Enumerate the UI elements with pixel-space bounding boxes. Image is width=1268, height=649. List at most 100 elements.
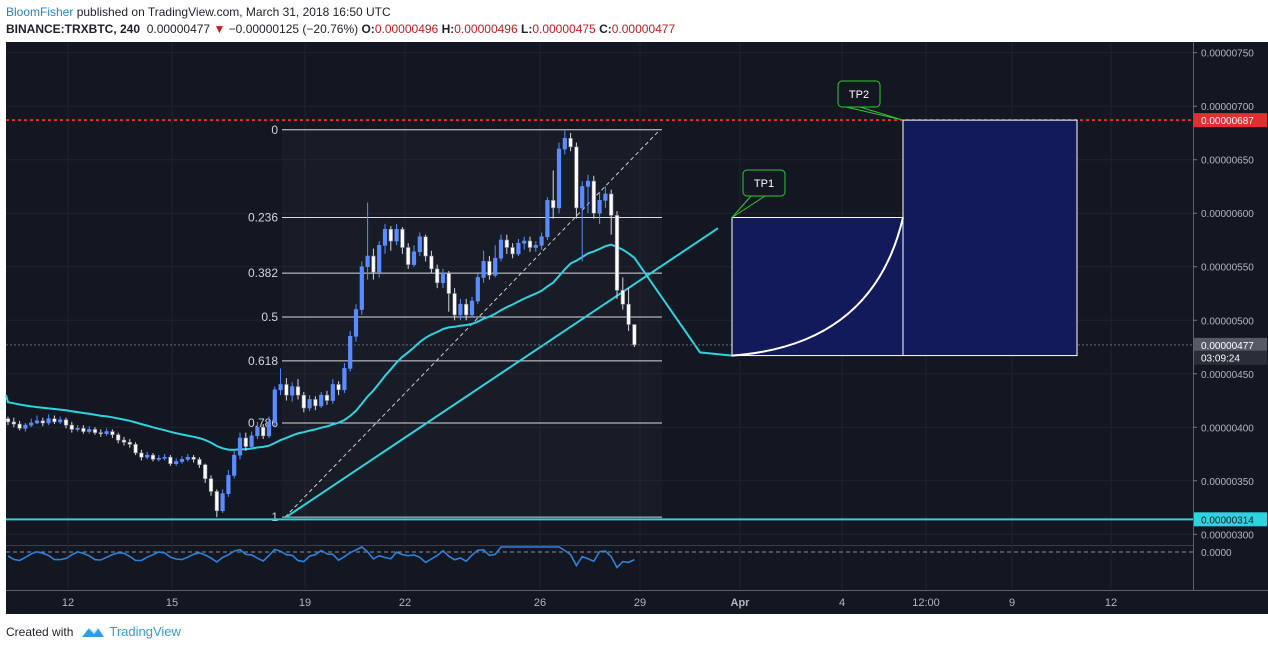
- candle-up: [359, 261, 364, 315]
- candle-body: [603, 193, 608, 201]
- candle-body: [278, 384, 283, 391]
- candle-body: [423, 236, 428, 257]
- open-value: 0.00000496: [374, 22, 439, 36]
- candle-down: [614, 211, 620, 299]
- candle-body: [632, 324, 637, 346]
- candle-body: [330, 384, 335, 401]
- price-tick-label: 0.00000700: [1201, 102, 1254, 113]
- close-label: C:: [599, 22, 612, 36]
- candle-body: [23, 424, 28, 429]
- candle-down: [40, 417, 45, 427]
- candle-up: [458, 298, 463, 321]
- fib-level-label: 1: [271, 510, 278, 524]
- candle-body: [87, 429, 92, 432]
- author-link[interactable]: BloomFisher: [6, 5, 74, 19]
- candle-body: [272, 389, 277, 423]
- time-tick-label: 12: [62, 597, 74, 609]
- candle-body: [527, 240, 533, 248]
- candle-down: [574, 142, 579, 219]
- candle-body: [69, 424, 74, 430]
- candle-body: [156, 458, 161, 460]
- footer: Created with TradingView: [6, 624, 181, 639]
- candle-body: [568, 138, 573, 148]
- candle-body: [208, 478, 214, 492]
- candle-body: [145, 454, 150, 458]
- candle-up: [394, 223, 399, 246]
- candle-body: [585, 180, 591, 187]
- candle-up: [440, 268, 446, 289]
- candle-body: [551, 200, 556, 209]
- candle-up: [545, 197, 550, 240]
- candle-down: [632, 324, 637, 348]
- candle-down: [110, 429, 115, 438]
- candle-up: [411, 245, 417, 267]
- fib-level-label: 0.618: [248, 354, 278, 368]
- price-badge: [1194, 350, 1267, 365]
- candle-down: [81, 425, 86, 434]
- candle-body: [504, 239, 509, 248]
- candle-down: [324, 390, 330, 405]
- tradingview-logo-icon[interactable]: [81, 625, 105, 639]
- callout-pointer: [731, 195, 766, 218]
- candle-down: [191, 455, 196, 463]
- candle-body: [133, 444, 138, 454]
- price-tick-label: 0.00000300: [1201, 530, 1254, 541]
- candle-body: [284, 384, 289, 396]
- price-tick-label: 0.00000600: [1201, 209, 1254, 220]
- low-label: L:: [520, 22, 533, 36]
- fib-level-label: 0.382: [248, 266, 278, 280]
- candle-body: [574, 146, 579, 209]
- candle-body: [626, 303, 631, 325]
- candle-down: [11, 417, 16, 428]
- candle-body: [371, 255, 376, 273]
- candle-up: [237, 432, 243, 460]
- candle-down: [139, 449, 144, 461]
- candle-up: [46, 414, 51, 426]
- last-price: 0.00000477: [146, 22, 211, 36]
- candle-up: [220, 489, 225, 513]
- candle-down: [301, 391, 306, 413]
- price-scale: [1193, 42, 1268, 590]
- candle-up: [162, 454, 167, 461]
- callout-tp2: TP2: [837, 80, 904, 121]
- candle-body: [620, 289, 625, 305]
- candle-up: [342, 363, 347, 394]
- price-badge-label: 03:09:24: [1201, 354, 1240, 365]
- candle-up: [75, 425, 80, 432]
- oscillator-line: [7, 546, 635, 569]
- candle-up: [516, 238, 521, 257]
- candle-body: [249, 435, 254, 447]
- candle-up: [226, 470, 231, 497]
- candle-body: [226, 475, 231, 494]
- price-badge-label: 0.00000314: [1201, 515, 1254, 526]
- price-tick-label: 0.00000650: [1201, 156, 1254, 167]
- time-tick-label: 9: [1009, 597, 1015, 609]
- price-chart[interactable]: 0.00000750 0.00000700 0.00000650 0.00000600…: [0, 42, 1268, 614]
- candle-down: [121, 436, 127, 446]
- down-arrow-icon: ▼: [213, 22, 226, 36]
- candle-body: [174, 461, 179, 464]
- fib-level-label: 0.5: [261, 310, 278, 324]
- candle-body: [487, 261, 492, 276]
- candle-down: [133, 442, 138, 456]
- candle-body: [220, 493, 225, 512]
- tradingview-link[interactable]: TradingView: [109, 624, 181, 639]
- candle-body: [469, 300, 475, 316]
- candle-up: [319, 391, 324, 409]
- candle-up: [585, 174, 591, 214]
- price-badge: [1194, 512, 1267, 527]
- candle-body: [556, 148, 562, 209]
- price-tick-label: 0.00000350: [1201, 477, 1254, 488]
- candle-down: [52, 415, 57, 425]
- candle-body: [516, 242, 521, 255]
- candle-body: [139, 452, 144, 458]
- candle-down: [243, 432, 248, 451]
- candle-up: [156, 455, 161, 462]
- candle-body: [5, 418, 11, 423]
- candle-down: [452, 288, 457, 321]
- time-tick-label: 29: [634, 597, 646, 609]
- candle-body: [411, 251, 417, 265]
- fib-level-label: 0.236: [248, 211, 278, 225]
- time-tick-label: Apr: [731, 597, 751, 609]
- candle-down: [168, 455, 173, 466]
